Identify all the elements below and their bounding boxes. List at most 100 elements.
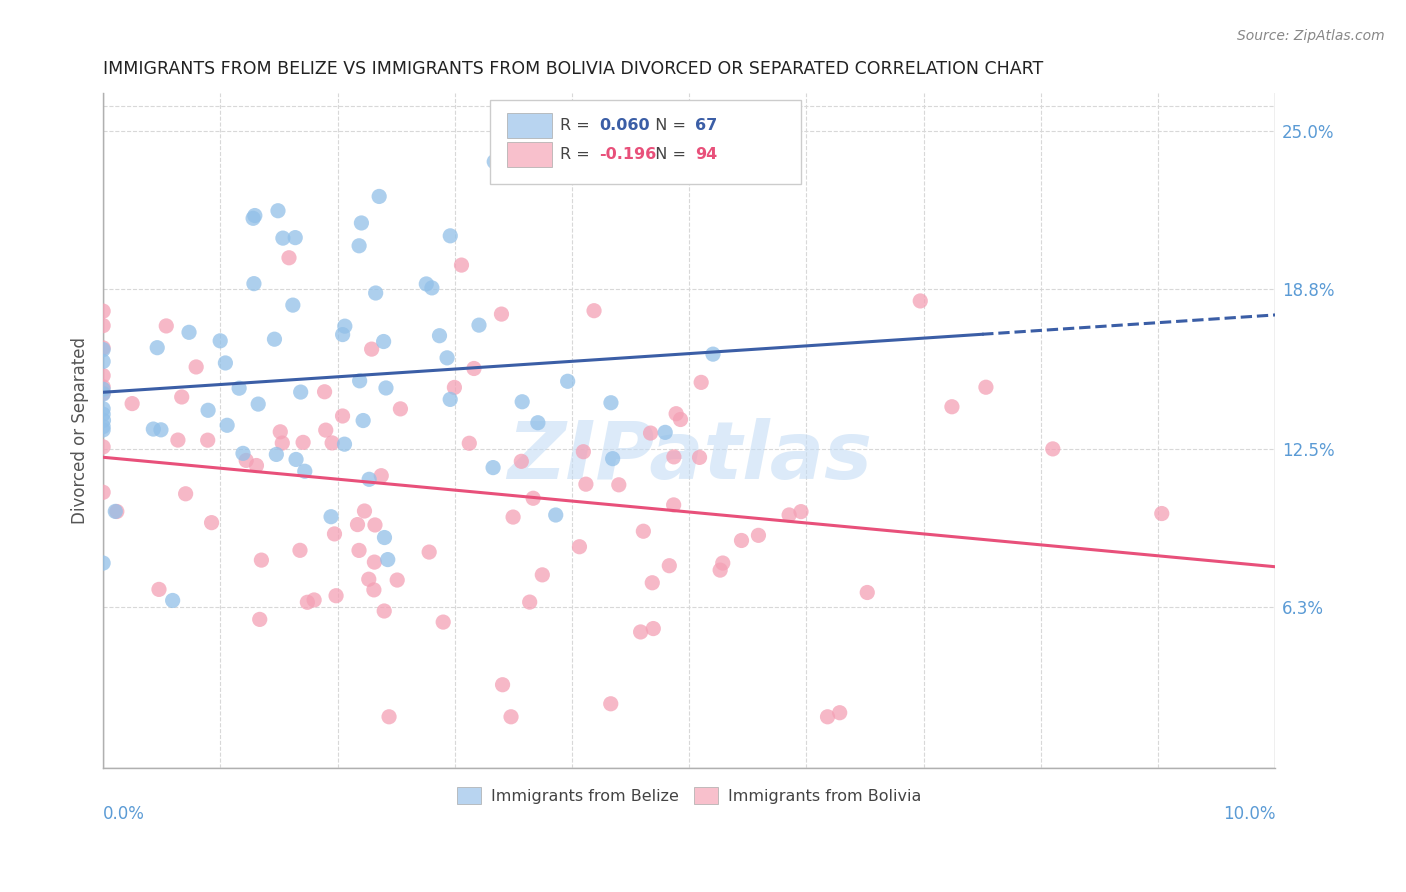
Point — [91, 354, 114, 368]
Point — [747, 528, 769, 542]
Point — [321, 436, 343, 450]
Point — [522, 491, 544, 506]
Point — [91, 380, 114, 394]
Point — [284, 230, 307, 244]
Point — [607, 478, 630, 492]
Point — [91, 368, 114, 383]
Point — [378, 710, 401, 724]
Point — [302, 593, 325, 607]
Point — [91, 407, 114, 421]
Point — [266, 447, 288, 461]
Text: IMMIGRANTS FROM BELIZE VS IMMIGRANTS FROM BOLIVIA DIVORCED OR SEPARATED CORRELAT: IMMIGRANTS FROM BELIZE VS IMMIGRANTS FRO… — [103, 60, 1043, 78]
Point — [778, 508, 800, 522]
Point — [281, 298, 304, 312]
Point — [418, 545, 440, 559]
Point — [389, 401, 412, 416]
Point — [167, 433, 190, 447]
Point — [658, 558, 681, 573]
Y-axis label: Divorced or Separated: Divorced or Separated — [72, 337, 89, 524]
Legend: Immigrants from Belize, Immigrants from Bolivia: Immigrants from Belize, Immigrants from … — [450, 781, 928, 810]
Point — [346, 517, 368, 532]
Point — [1042, 442, 1064, 456]
Point — [91, 440, 114, 454]
Point — [155, 318, 177, 333]
Point — [209, 334, 232, 348]
Point — [484, 154, 506, 169]
Point — [162, 593, 184, 607]
Point — [294, 464, 316, 478]
Point — [370, 468, 392, 483]
Point — [314, 384, 336, 399]
Point — [689, 450, 711, 465]
Point — [245, 458, 267, 473]
Text: 0.060: 0.060 — [599, 118, 650, 133]
Point — [633, 524, 655, 539]
Text: 67: 67 — [695, 118, 717, 133]
Point — [333, 319, 356, 334]
Point — [249, 612, 271, 626]
Point — [228, 381, 250, 395]
Point — [91, 387, 114, 401]
Point — [350, 216, 373, 230]
Point — [149, 423, 172, 437]
Point — [557, 374, 579, 388]
Point — [662, 498, 685, 512]
Point — [364, 518, 387, 533]
Point — [709, 563, 731, 577]
Point — [531, 567, 554, 582]
Point — [285, 452, 308, 467]
Point — [429, 328, 451, 343]
Point — [243, 209, 266, 223]
Point — [432, 615, 454, 629]
Text: N =: N = — [644, 118, 690, 133]
Point — [491, 307, 513, 321]
Point — [828, 706, 851, 720]
Point — [148, 582, 170, 597]
Point — [333, 437, 356, 451]
Point — [602, 451, 624, 466]
Point — [91, 556, 114, 570]
Point — [177, 326, 200, 340]
Point — [436, 351, 458, 365]
Point — [439, 228, 461, 243]
Point — [790, 505, 813, 519]
Point — [91, 423, 114, 437]
Point — [654, 425, 676, 440]
Point — [271, 231, 294, 245]
Point — [363, 582, 385, 597]
Point — [1150, 507, 1173, 521]
Point — [186, 359, 208, 374]
Point — [510, 394, 533, 409]
Point — [91, 485, 114, 500]
Point — [232, 446, 254, 460]
Point — [817, 710, 839, 724]
Point — [856, 585, 879, 599]
Point — [357, 572, 380, 586]
Point — [662, 450, 685, 464]
Point — [104, 504, 127, 518]
Point — [599, 697, 621, 711]
Point — [641, 575, 664, 590]
Point — [468, 318, 491, 333]
Text: 94: 94 — [695, 147, 717, 162]
Point — [360, 342, 382, 356]
Point — [105, 504, 128, 518]
Point — [91, 419, 114, 434]
Point — [91, 318, 114, 333]
Point — [217, 418, 239, 433]
Point — [502, 510, 524, 524]
Point — [527, 416, 550, 430]
Point — [91, 401, 114, 416]
Point — [347, 239, 370, 253]
Point — [315, 423, 337, 437]
Point — [250, 553, 273, 567]
Point — [640, 426, 662, 441]
Point — [347, 543, 370, 558]
Point — [450, 258, 472, 272]
Point — [544, 508, 567, 522]
Point — [690, 376, 713, 390]
Point — [630, 624, 652, 639]
Point — [243, 277, 266, 291]
Point — [359, 472, 381, 486]
Text: 0.0%: 0.0% — [103, 805, 145, 822]
